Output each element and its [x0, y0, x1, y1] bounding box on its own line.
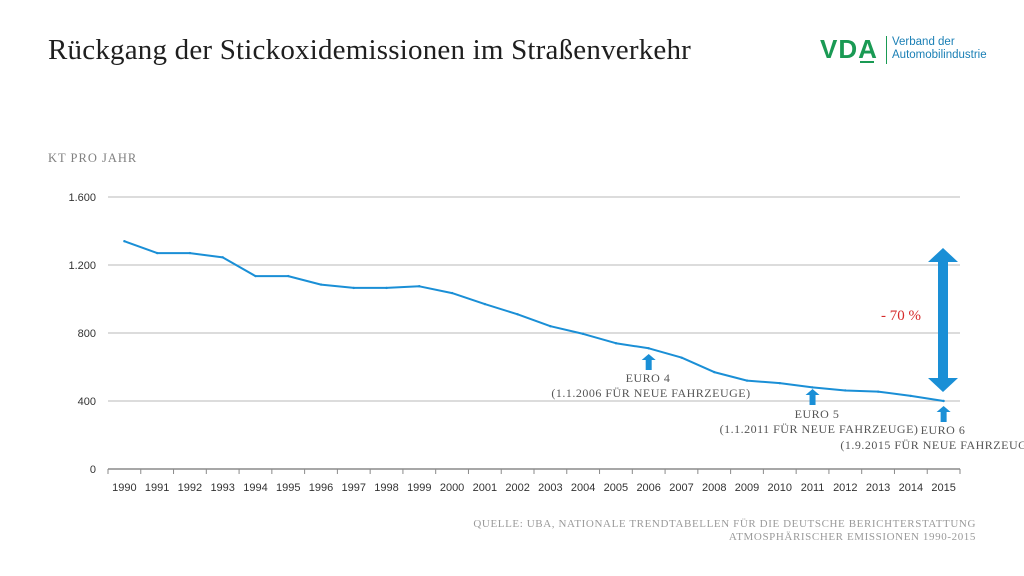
x-tick-label-2002: 2002: [505, 482, 529, 494]
x-tick-label-2012: 2012: [833, 482, 857, 494]
x-tick-label-2013: 2013: [866, 482, 890, 494]
data-point-1991: [155, 251, 159, 255]
data-point-2011: [811, 386, 814, 389]
x-tick-label-2003: 2003: [538, 482, 562, 494]
x-tick-label-2009: 2009: [735, 482, 759, 494]
data-point-2005: [614, 342, 618, 345]
logo-text-line1: Verband der: [892, 36, 955, 48]
y-tick-label-400: 400: [78, 396, 96, 408]
x-tick-label-2006: 2006: [636, 482, 660, 494]
data-point-1999: [418, 285, 421, 288]
source-line1: Quelle: UBA, Nationale Trendtabellen für…: [473, 518, 976, 530]
logo-mark: VDA: [820, 34, 878, 64]
x-tick-label-1991: 1991: [145, 482, 169, 494]
euro-detail-2011: (1.1.2011 FÜR NEUE FAHRZEUGE): [720, 422, 919, 436]
data-point-2006: [647, 347, 650, 350]
data-point-2014: [909, 394, 913, 398]
logo-text-line2: Automobilindustrie: [892, 49, 987, 61]
data-point-2007: [680, 356, 683, 359]
data-point-2008: [713, 370, 716, 374]
x-tick-label-1993: 1993: [210, 482, 234, 494]
data-point-1992: [188, 251, 192, 255]
x-tick-label-2014: 2014: [899, 482, 923, 494]
source-note: Quelle: UBA, Nationale Trendtabellen für…: [473, 518, 976, 544]
x-tick-label-1997: 1997: [342, 482, 366, 494]
data-point-2003: [549, 325, 552, 328]
page-title: Rückgang der Stickoxidemissionen im Stra…: [48, 34, 692, 66]
x-tick-label-2008: 2008: [702, 482, 726, 494]
data-point-2009: [745, 379, 749, 382]
x-tick-label-2005: 2005: [604, 482, 628, 494]
data-point-1997: [352, 286, 355, 290]
x-tick-label-1992: 1992: [178, 482, 202, 494]
x-tick-label-2004: 2004: [571, 482, 595, 494]
data-point-1995: [287, 274, 290, 278]
euro-label-2006: EURO 4: [626, 371, 671, 385]
data-point-2015: [942, 399, 945, 403]
data-point-2010: [778, 381, 781, 385]
x-tick-label-2007: 2007: [669, 482, 693, 494]
emissions-series-line: [124, 240, 944, 402]
data-point-2001: [483, 302, 487, 306]
logo-text: Verband der Automobilindustrie: [892, 36, 987, 62]
data-point-1998: [385, 286, 388, 290]
x-tick-label-1990: 1990: [112, 482, 136, 494]
y-tick-label-1600: 1.600: [68, 192, 96, 204]
reduction-percent-label: - 70 %: [881, 308, 921, 324]
x-tick-label-2011: 2011: [801, 482, 825, 494]
x-tick-label-2010: 2010: [768, 482, 792, 494]
data-point-1990: [123, 240, 126, 243]
euro-arrow-icon-2011: [805, 389, 820, 405]
x-tick-label-2001: 2001: [473, 482, 497, 494]
data-point-2000: [450, 291, 454, 295]
x-tick-label-2015: 2015: [931, 482, 955, 494]
euro-label-2011: EURO 5: [795, 407, 840, 421]
data-point-1993: [221, 256, 224, 259]
euro-detail-2015: (1.9.2015 FÜR NEUE FAHRZEUGE): [840, 438, 1024, 452]
x-tick-label-1998: 1998: [374, 482, 398, 494]
euro-label-2015: EURO 6: [921, 423, 966, 437]
euro-arrow-icon-2006: [641, 354, 656, 370]
data-point-2004: [581, 332, 585, 336]
x-tick-label-1995: 1995: [276, 482, 300, 494]
logo-underline: [860, 61, 874, 63]
data-point-1996: [319, 283, 323, 286]
logo-divider: [886, 36, 887, 64]
euro-arrow-icon-2015: [936, 406, 951, 422]
data-point-2012: [844, 389, 847, 392]
source-line2: atmosphärischer Emissionen 1990-2015: [728, 531, 976, 543]
data-point-2013: [876, 390, 880, 393]
data-point-1994: [254, 274, 257, 278]
x-tick-label-1994: 1994: [243, 482, 267, 494]
y-tick-label-1200: 1.200: [68, 260, 96, 272]
y-tick-label-800: 800: [78, 328, 96, 340]
x-tick-label-1996: 1996: [309, 482, 333, 494]
reduction-double-arrow-icon: [928, 248, 958, 392]
y-axis-unit-label: kt pro Jahr: [48, 151, 138, 165]
euro-detail-2006: (1.1.2006 FÜR NEUE FAHRZEUGE): [551, 386, 750, 400]
y-tick-label-0: 0: [90, 464, 96, 476]
x-tick-label-1999: 1999: [407, 482, 431, 494]
data-point-2002: [516, 313, 519, 316]
x-tick-label-2000: 2000: [440, 482, 464, 494]
